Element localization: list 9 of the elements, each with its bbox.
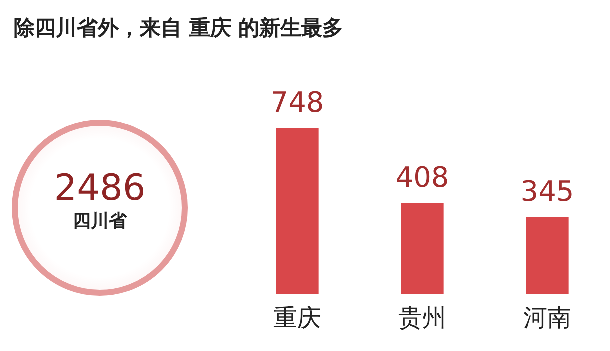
data-label: 748 xyxy=(270,86,324,119)
data-label: 408 xyxy=(396,161,450,194)
chart-title: 除四川省外，来自 重庆 的新生最多 xyxy=(14,15,344,42)
text: 2486 xyxy=(53,168,147,210)
data-label: 345 xyxy=(520,175,574,208)
text: 四川省 xyxy=(72,210,128,234)
x-tick-label: 河南 xyxy=(524,304,572,332)
x-tick-label: 重庆 xyxy=(274,304,322,332)
x-tick-label: 贵州 xyxy=(398,304,446,332)
